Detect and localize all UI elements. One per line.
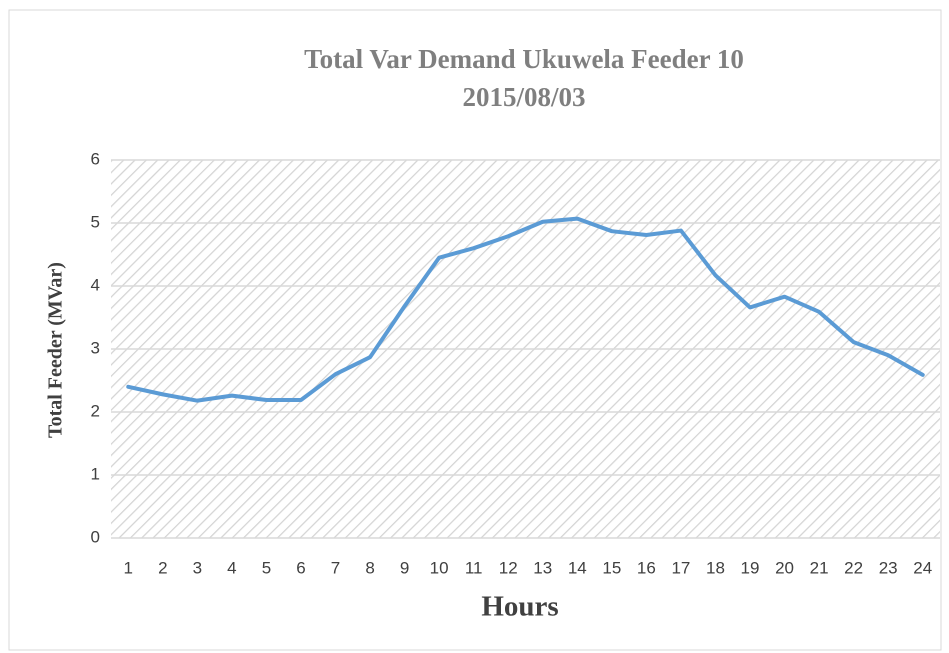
x-tick-label: 21	[810, 558, 829, 577]
x-tick-label: 9	[400, 558, 409, 577]
x-tick-label: 6	[296, 558, 305, 577]
x-tick-label: 20	[775, 558, 794, 577]
x-tick-label: 3	[193, 558, 202, 577]
x-tick-label: 5	[262, 558, 271, 577]
chart-title: Total Var Demand Ukuwela Feeder 10	[304, 44, 744, 74]
y-tick-label: 2	[91, 401, 100, 420]
x-tick-label: 1	[124, 558, 133, 577]
x-tick-label: 15	[602, 558, 621, 577]
chart-subtitle: 2015/08/03	[462, 82, 585, 112]
x-tick-label: 12	[499, 558, 518, 577]
y-tick-label: 4	[91, 275, 100, 294]
x-tick-label: 10	[430, 558, 449, 577]
data-line	[126, 216, 925, 403]
x-tick-label: 2	[158, 558, 167, 577]
y-tick-label: 3	[91, 338, 100, 357]
x-tick-label: 18	[706, 558, 725, 577]
y-tick-label: 0	[91, 527, 100, 546]
y-tick-label: 5	[91, 212, 100, 231]
x-axis-label: Hours	[481, 591, 558, 623]
x-tick-label: 19	[741, 558, 760, 577]
x-tick-label: 14	[568, 558, 587, 577]
x-tick-label: 17	[671, 558, 690, 577]
x-tick-label: 4	[227, 558, 236, 577]
x-tick-label: 24	[913, 558, 932, 577]
x-tick-label: 7	[331, 558, 340, 577]
y-tick-label: 1	[91, 464, 100, 483]
x-tick-label: 11	[465, 558, 483, 577]
x-tick-label: 22	[844, 558, 863, 577]
x-tick-label: 23	[879, 558, 898, 577]
x-tick-label: 13	[533, 558, 552, 577]
x-tick-label: 8	[365, 558, 374, 577]
x-tick-label: 16	[637, 558, 656, 577]
y-axis-label: Total Feeder (MVar)	[45, 262, 67, 438]
y-tick-label: 6	[91, 149, 100, 168]
